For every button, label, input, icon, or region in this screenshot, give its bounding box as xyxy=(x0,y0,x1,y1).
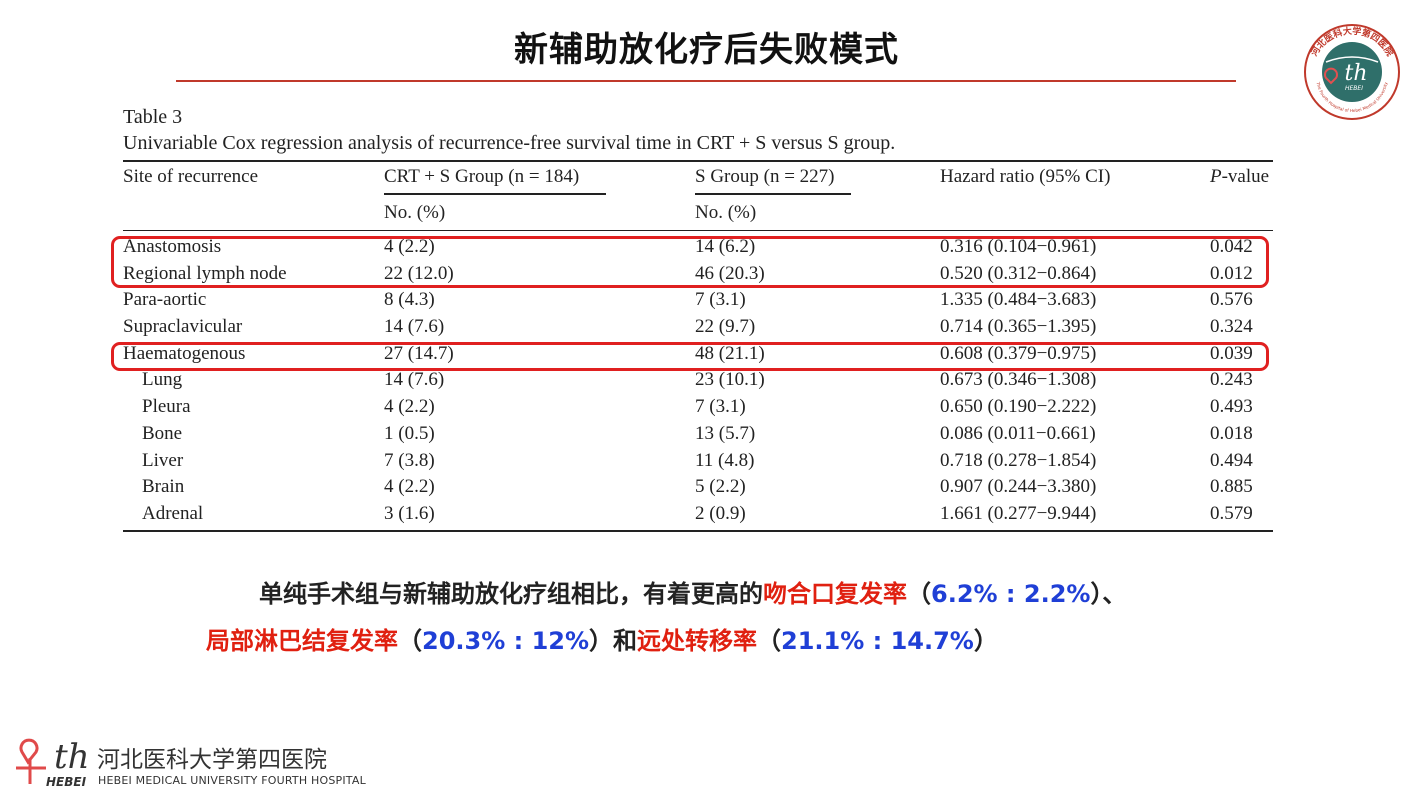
table-caption: Univariable Cox regression analysis of r… xyxy=(123,132,896,154)
table-row: Adrenal 3 (1.6) 2 (0.9) 1.661 (0.277−9.9… xyxy=(142,502,1253,524)
lymph-node-rate-values: 20.3% : 12% xyxy=(422,627,590,655)
summary-line-1: 单纯手术组与新辅助放化疗组相比，有着更高的吻合口复发率（6.2% : 2.2%）… xyxy=(259,580,1127,608)
header-crt-sub: No. (%) xyxy=(384,202,446,223)
summary-line-2: 局部淋巴结复发率（20.3% : 12%）和远处转移率（21.1% : 14.7… xyxy=(206,627,998,655)
table-bottom-rule xyxy=(123,529,1273,532)
table-row: Regional lymph node 22 (12.0) 46 (20.3) … xyxy=(123,262,1253,284)
hospital-seal-icon: th HEBEI 河北医科大学第四医院 The Fourth Hospital … xyxy=(1304,24,1400,120)
hospital-name-en: HEBEI MEDICAL UNIVERSITY FOURTH HOSPITAL xyxy=(98,774,366,787)
table-row: Anastomosis 4 (2.2) 14 (6.2) 0.316 (0.10… xyxy=(123,236,1253,257)
table-row: Pleura 4 (2.2) 7 (3.1) 0.650 (0.190−2.22… xyxy=(142,396,1253,418)
svg-text:HEBEI: HEBEI xyxy=(1345,85,1363,92)
distant-metastasis-rate-label: 远处转移率 xyxy=(637,627,758,655)
anastomosis-rate-label: 吻合口复发率 xyxy=(763,580,907,608)
highlight-box-haematogenous xyxy=(111,342,1269,371)
header-s-sub: No. (%) xyxy=(695,202,757,223)
slide-title: 新辅助放化疗后失败模式 xyxy=(514,30,899,70)
header-hazard-ratio: Hazard ratio (95% CI) xyxy=(940,166,1111,187)
table-header: Site of recurrence CRT + S Group (n = 18… xyxy=(123,162,1273,230)
table-row: Supraclavicular 14 (7.6) 22 (9.7) 0.714 … xyxy=(123,316,1253,338)
svg-text:th: th xyxy=(54,737,90,777)
distant-metastasis-rate-values: 21.1% : 14.7% xyxy=(781,627,974,655)
table-row: Brain 4 (2.2) 5 (2.2) 0.907 (0.244−3.380… xyxy=(142,476,1253,498)
s-group-underline xyxy=(695,193,851,195)
recurrence-table: Table 3 Univariable Cox regression analy… xyxy=(123,104,1273,532)
title-divider xyxy=(176,80,1236,82)
header-s-group: S Group (n = 227) xyxy=(695,166,835,187)
svg-text:th: th xyxy=(1344,61,1367,86)
table-header-rule xyxy=(123,230,1273,231)
hospital-name-cn: 河北医科大学第四医院 xyxy=(97,747,327,773)
table-row: Para-aortic 8 (4.3) 7 (3.1) 1.335 (0.484… xyxy=(123,289,1253,311)
header-site: Site of recurrence xyxy=(123,166,259,187)
highlight-box-local-recurrence xyxy=(111,236,1269,288)
crt-group-underline xyxy=(384,193,606,195)
header-p-value: P-value xyxy=(1210,166,1270,187)
hospital-logo-icon: th HEBEI xyxy=(16,737,90,789)
header-crt-group: CRT + S Group (n = 184) xyxy=(384,166,580,187)
table-row: Bone 1 (0.5) 13 (5.7) 0.086 (0.011−0.661… xyxy=(142,422,1253,444)
table-label: Table 3 xyxy=(123,106,183,128)
table-row: Haematogenous 27 (14.7) 48 (21.1) 0.608 … xyxy=(123,342,1253,364)
table-row: Lung 14 (7.6) 23 (10.1) 0.673 (0.346−1.3… xyxy=(142,369,1253,391)
svg-text:HEBEI: HEBEI xyxy=(46,775,87,789)
table-top-rule xyxy=(123,160,1273,162)
lymph-node-rate-label: 局部淋巴结复发率 xyxy=(206,627,398,655)
anastomosis-rate-values: 6.2% : 2.2% xyxy=(931,580,1091,608)
table-row: Liver 7 (3.8) 11 (4.8) 0.718 (0.278−1.85… xyxy=(142,449,1253,471)
table-body: Anastomosis 4 (2.2) 14 (6.2) 0.316 (0.10… xyxy=(123,231,1273,528)
